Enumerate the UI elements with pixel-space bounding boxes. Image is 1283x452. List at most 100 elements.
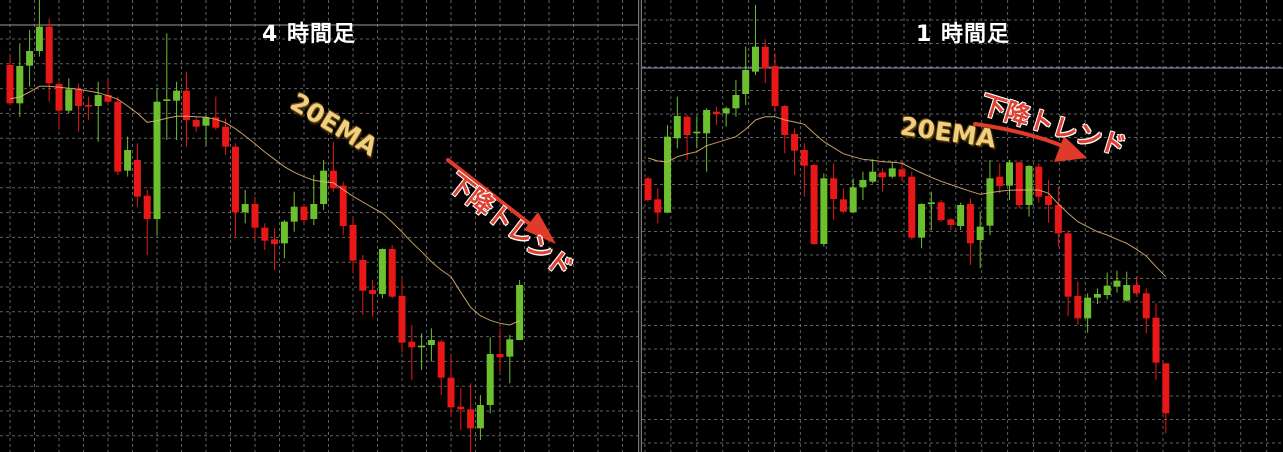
candle-bearish [222, 126, 230, 147]
candle-bullish [918, 204, 926, 238]
candle-bearish [457, 406, 465, 410]
candle-bullish [820, 178, 828, 244]
candle-bullish [976, 226, 984, 240]
candle-bullish [124, 150, 132, 171]
candle-bearish [830, 178, 838, 199]
candle-bullish [26, 51, 34, 66]
candle-bearish [251, 204, 259, 228]
candle-bullish [16, 66, 24, 104]
chart-panel-1h: 1 時間足 20EMA 下降トレンド [642, 0, 1283, 452]
candle-bearish [898, 169, 906, 177]
candle-bearish [1074, 296, 1082, 319]
candle-bearish [55, 84, 63, 111]
candle-bearish [496, 354, 504, 358]
candle-bearish [192, 120, 200, 127]
candle-bullish [476, 405, 484, 429]
candle-bullish [506, 339, 514, 357]
candle-bullish [986, 178, 994, 226]
candle-bearish [143, 195, 151, 219]
candle-bearish [261, 227, 269, 241]
candle-bearish [1064, 233, 1072, 297]
candle-bearish [1045, 196, 1053, 205]
candle-bullish [516, 285, 524, 340]
candle-bullish [35, 26, 43, 51]
candle-bearish [791, 134, 799, 151]
candle-bearish [947, 219, 955, 225]
candle-bullish [664, 136, 672, 213]
candle-bullish [869, 171, 877, 182]
candle-bullish [486, 354, 494, 405]
trend-arrow-head [1054, 136, 1087, 162]
candle-bearish [447, 377, 455, 408]
candle-bearish [182, 90, 190, 120]
candle-bearish [271, 239, 279, 244]
candle-bearish [437, 341, 445, 378]
candle-bearish [329, 170, 337, 189]
candle-bullish [163, 99, 171, 101]
candle-bearish [6, 65, 14, 104]
candle-bullish [957, 205, 965, 226]
candle-bearish [231, 146, 239, 213]
candle-bearish [839, 199, 847, 212]
candle-bearish [644, 178, 652, 200]
candle-bullish [703, 110, 711, 134]
candle-bullish [290, 206, 298, 222]
candle-bullish [153, 101, 161, 219]
candle-bearish [1162, 363, 1170, 414]
candle-bullish [1025, 166, 1033, 205]
candle-bearish [45, 26, 53, 84]
candle-bearish [388, 249, 396, 297]
candle-bearish [349, 225, 357, 261]
candle-bearish [1142, 293, 1150, 319]
candle-bearish [1133, 285, 1140, 294]
candle-bullish [849, 187, 857, 213]
candle-bearish [996, 176, 1004, 186]
candle-bullish [378, 249, 386, 294]
candle-bullish [202, 117, 210, 126]
candle-bullish [320, 170, 328, 204]
candlestick-chart-4h [0, 0, 638, 452]
candle-bearish [683, 116, 691, 135]
panel-divider [638, 0, 642, 452]
candle-bearish [369, 290, 377, 294]
candle-bullish [241, 204, 249, 213]
candle-bearish [339, 185, 347, 226]
candle-bullish [427, 340, 435, 345]
candle-bullish [751, 46, 759, 72]
candle-bearish [1015, 162, 1023, 205]
candle-bullish [722, 108, 730, 114]
candle-bullish [742, 70, 750, 94]
candle-bullish [927, 202, 935, 204]
candle-bearish [212, 117, 220, 128]
candle-bearish [1152, 317, 1160, 363]
candle-bullish [859, 180, 867, 188]
candle-bullish [888, 168, 896, 177]
candle-bearish [84, 105, 92, 107]
candle-bearish [654, 199, 662, 213]
candle-bullish [1103, 285, 1111, 295]
chart-panel-4h: 4 時間足 20EMA 下降トレンド [0, 0, 638, 452]
candle-bullish [94, 95, 102, 106]
candle-bearish [966, 204, 974, 244]
chart-title: 4 時間足 [262, 22, 356, 47]
candle-bearish [800, 150, 808, 166]
candle-bearish [133, 160, 141, 197]
candle-bullish [1123, 285, 1131, 301]
chart-title: 1 時間足 [916, 22, 1010, 47]
candle-bearish [1035, 166, 1043, 197]
candle-bearish [104, 95, 112, 102]
candle-bullish [310, 204, 318, 219]
candle-bullish [1093, 294, 1101, 298]
candle-bullish [732, 95, 740, 109]
candle-bearish [908, 176, 916, 238]
candle-bearish [467, 409, 475, 429]
candle-bullish [418, 345, 426, 348]
ema-line [647, 116, 1167, 278]
candle-bearish [712, 111, 720, 114]
candle-bearish [771, 66, 779, 106]
trend-arrow-shaft [446, 158, 542, 234]
candle-bearish [359, 260, 367, 291]
candle-bearish [300, 206, 308, 220]
candlestick-chart-1h [642, 0, 1283, 452]
candle-bearish [114, 101, 122, 172]
